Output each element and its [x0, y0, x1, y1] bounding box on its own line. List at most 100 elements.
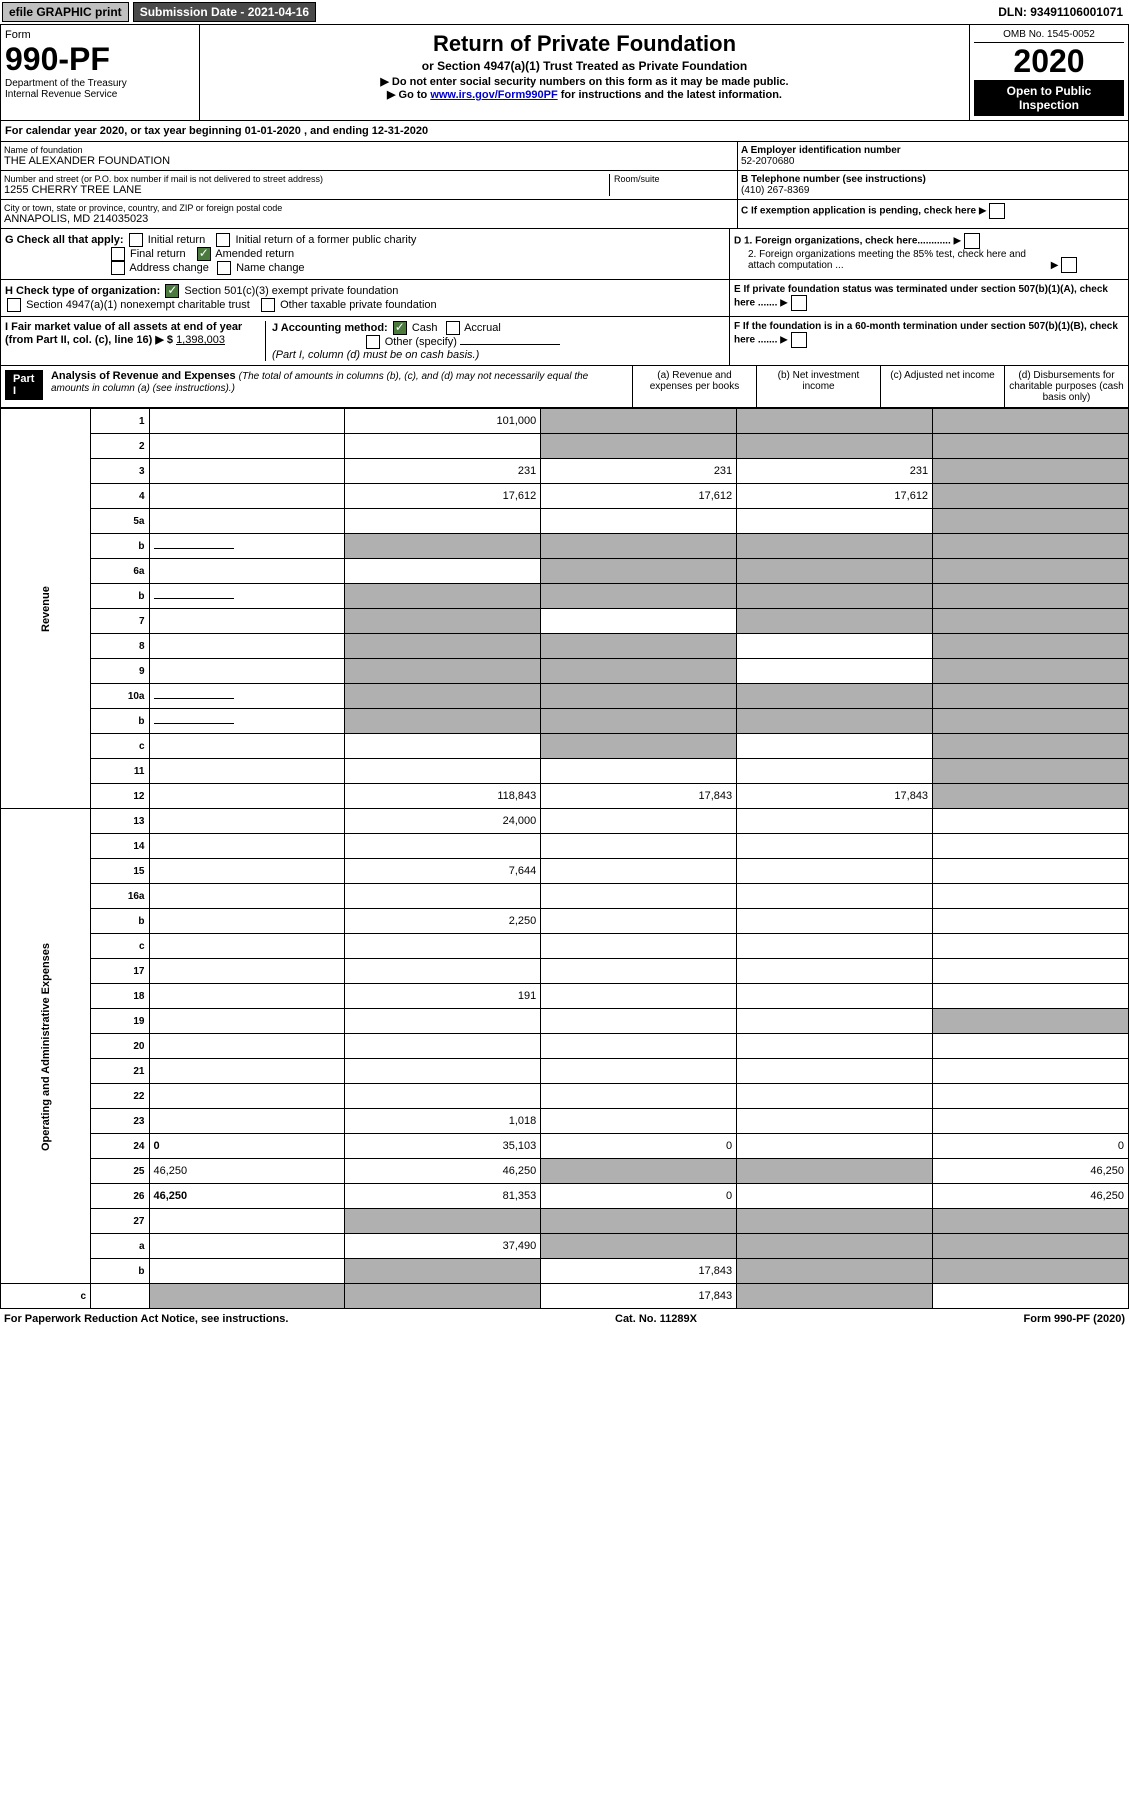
dln-label: DLN: 93491106001071 [998, 5, 1127, 19]
row-description: 0 [149, 1134, 345, 1159]
amount-col-a [345, 1209, 541, 1234]
amount-col-b [541, 1059, 737, 1084]
part1-header-row: Part I Analysis of Revenue and Expenses … [0, 366, 1129, 408]
amount-col-a [345, 634, 541, 659]
submission-date-button[interactable]: Submission Date - 2021-04-16 [133, 2, 316, 22]
amount-col-b [541, 1159, 737, 1184]
amount-col-d [933, 1059, 1129, 1084]
accrual-label: Accrual [464, 322, 501, 334]
row-number: 2 [91, 434, 149, 459]
checkbox-address-change[interactable] [111, 261, 125, 275]
checkbox-cash[interactable] [393, 321, 407, 335]
checkbox-initial-return[interactable] [129, 233, 143, 247]
amount-col-a [149, 1284, 345, 1309]
checkbox-other-method[interactable] [366, 335, 380, 349]
amount-col-b [541, 834, 737, 859]
row-description [149, 1009, 345, 1034]
row-number: 19 [91, 1009, 149, 1034]
checkbox-amended-return[interactable] [197, 247, 211, 261]
amount-col-d [933, 1234, 1129, 1259]
amount-col-b [541, 659, 737, 684]
amount-col-a [345, 559, 541, 584]
amount-col-c [737, 534, 933, 559]
amount-col-b: 231 [541, 459, 737, 484]
row-description [149, 909, 345, 934]
initial-former-label: Initial return of a former public charit… [235, 234, 416, 246]
checkbox-initial-former[interactable] [216, 233, 230, 247]
amount-col-d [933, 484, 1129, 509]
amount-col-d [933, 534, 1129, 559]
amount-col-a [345, 834, 541, 859]
table-row: 16a [1, 884, 1129, 909]
calendar-year-row: For calendar year 2020, or tax year begi… [0, 121, 1129, 142]
row-number: b [91, 584, 149, 609]
row-number: c [91, 934, 149, 959]
table-row: 5a [1, 509, 1129, 534]
row-number: 17 [91, 959, 149, 984]
amount-col-d [933, 759, 1129, 784]
table-row: 3231231231 [1, 459, 1129, 484]
table-row: Operating and Administrative Expenses132… [1, 809, 1129, 834]
checkbox-other-taxable[interactable] [261, 298, 275, 312]
amount-col-a: 118,843 [345, 784, 541, 809]
amount-col-a: 46,250 [345, 1159, 541, 1184]
table-row: 12118,84317,84317,843 [1, 784, 1129, 809]
irs-link[interactable]: www.irs.gov/Form990PF [430, 89, 557, 101]
amount-col-a [345, 584, 541, 609]
amount-col-c [737, 634, 933, 659]
row-description [149, 609, 345, 634]
amount-col-d [933, 734, 1129, 759]
room-label: Room/suite [614, 174, 734, 184]
amount-col-b [541, 984, 737, 1009]
telephone-label: B Telephone number (see instructions) [741, 174, 1125, 185]
amount-col-b [541, 584, 737, 609]
amount-col-b [541, 859, 737, 884]
amount-col-c [737, 809, 933, 834]
amount-col-c [737, 884, 933, 909]
row-description [149, 509, 345, 534]
amount-col-d: 0 [933, 1134, 1129, 1159]
row-number: 11 [91, 759, 149, 784]
table-row: 2646,25081,353046,250 [1, 1184, 1129, 1209]
form-subtitle: or Section 4947(a)(1) Trust Treated as P… [206, 59, 963, 73]
amount-col-d [933, 584, 1129, 609]
col-a-header: (a) Revenue and expenses per books [632, 366, 756, 407]
checkbox-name-change[interactable] [217, 261, 231, 275]
row-description [149, 559, 345, 584]
row-number: 6a [91, 559, 149, 584]
table-row: 24035,10300 [1, 1134, 1129, 1159]
amount-col-d [933, 434, 1129, 459]
top-bar: efile GRAPHIC print Submission Date - 20… [0, 0, 1129, 24]
amount-col-b [541, 734, 737, 759]
part1-title: Analysis of Revenue and Expenses [51, 370, 236, 382]
fmv-value: 1,398,003 [176, 334, 225, 346]
checkbox-c[interactable] [989, 203, 1005, 219]
row-number: 14 [91, 834, 149, 859]
checkbox-501c3[interactable] [165, 284, 179, 298]
amount-col-d: 46,250 [933, 1159, 1129, 1184]
amount-col-c [737, 1184, 933, 1209]
table-row: 27 [1, 1209, 1129, 1234]
checkbox-f[interactable] [791, 332, 807, 348]
row-number: a [91, 1234, 149, 1259]
amount-col-c [737, 984, 933, 1009]
checkbox-accrual[interactable] [446, 321, 460, 335]
amount-col-b [541, 934, 737, 959]
row-number: 1 [91, 409, 149, 434]
amount-col-d [933, 859, 1129, 884]
row-number: 5a [91, 509, 149, 534]
checkbox-4947[interactable] [7, 298, 21, 312]
row-description [149, 484, 345, 509]
amount-col-c [737, 1009, 933, 1034]
amount-col-d [933, 784, 1129, 809]
checkbox-final-return[interactable] [111, 247, 125, 261]
amount-col-b [541, 884, 737, 909]
checkbox-d2[interactable] [1061, 257, 1077, 273]
amount-col-b [541, 709, 737, 734]
tax-year: 2020 [974, 43, 1124, 80]
amount-col-a [345, 1059, 541, 1084]
checkbox-d1[interactable] [964, 233, 980, 249]
amount-col-a [345, 884, 541, 909]
checkbox-e[interactable] [791, 295, 807, 311]
efile-button[interactable]: efile GRAPHIC print [2, 2, 129, 22]
